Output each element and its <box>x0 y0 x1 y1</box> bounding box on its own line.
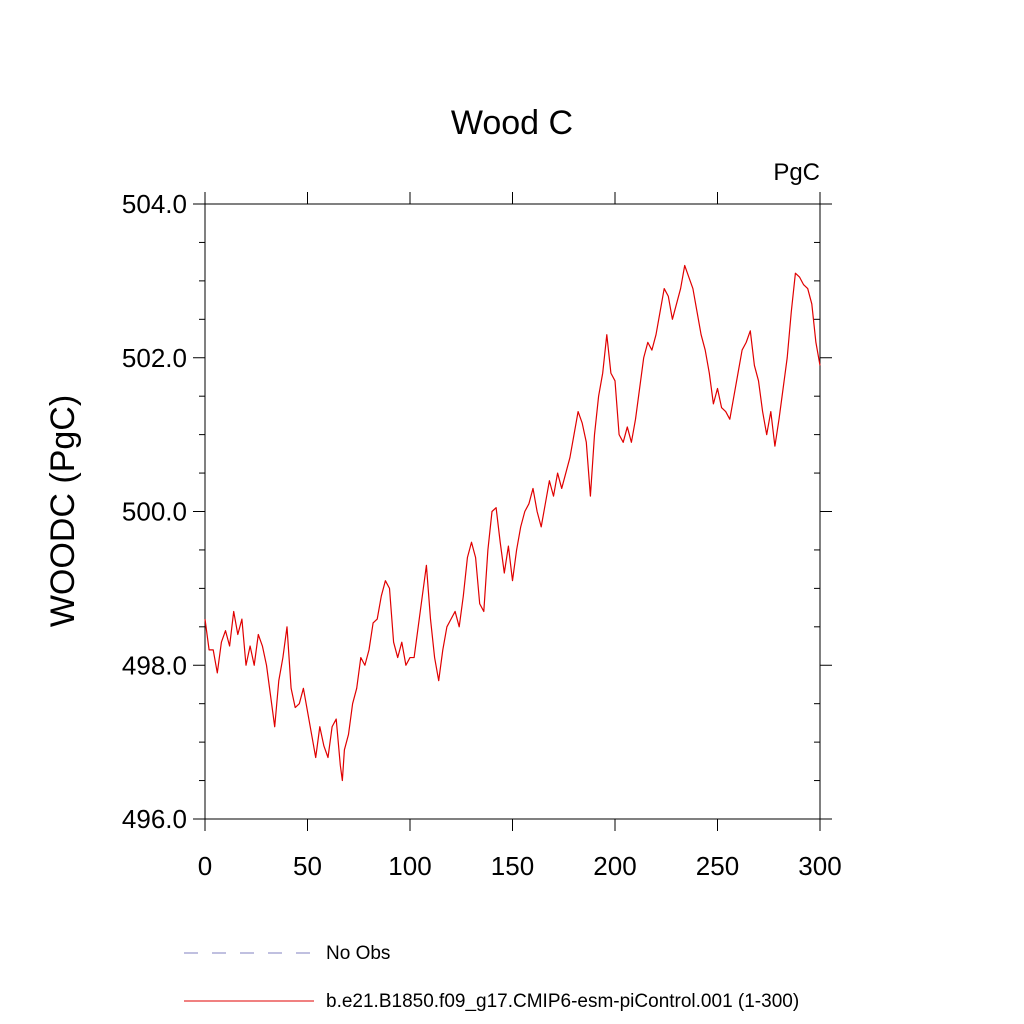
y-tick-label: 500.0 <box>122 497 187 527</box>
legend-series-label: b.e21.B1850.f09_g17.CMIP6-esm-piControl.… <box>326 991 799 1012</box>
x-axis-ticks: 0 50 100 150 200 250 300 <box>198 192 842 881</box>
x-tick-label: 150 <box>491 851 534 881</box>
legend: No Obs b.e21.B1850.f09_g17.CMIP6-esm-piC… <box>184 943 799 1012</box>
y-axis-label: WOODC (PgC) <box>44 395 82 627</box>
y-tick-label: 498.0 <box>122 650 187 680</box>
series-line-0 <box>204 264 821 782</box>
legend-obs-label: No Obs <box>326 943 390 964</box>
x-tick-label: 300 <box>798 851 841 881</box>
x-tick-label: 250 <box>696 851 739 881</box>
y-axis-ticks: 496.0 498.0 500.0 502.0 504.0 <box>122 189 832 834</box>
y-tick-label: 496.0 <box>122 804 187 834</box>
x-tick-label: 100 <box>388 851 431 881</box>
chart-title: Wood C <box>451 104 573 142</box>
x-tick-label: 0 <box>198 851 212 881</box>
units-label: PgC <box>773 159 820 186</box>
x-tick-label: 200 <box>593 851 636 881</box>
x-tick-label: 50 <box>293 851 322 881</box>
series-layer <box>204 264 821 782</box>
y-tick-label: 504.0 <box>122 189 187 219</box>
y-tick-label: 502.0 <box>122 343 187 373</box>
